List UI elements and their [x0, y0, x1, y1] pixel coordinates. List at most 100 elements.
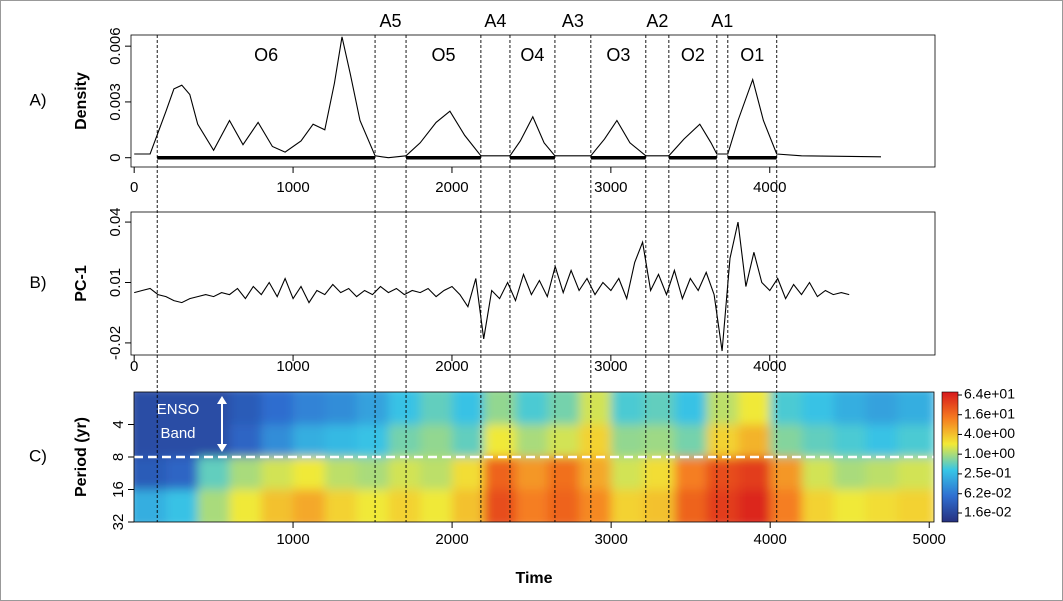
x-tick-label: 1000 [276, 358, 309, 375]
heatmap-cell [515, 424, 549, 458]
heatmap-cell [642, 457, 676, 490]
colorbar-label: 1.6e+01 [964, 405, 1015, 421]
band-label: Band [160, 425, 195, 442]
heatmap-cell [261, 392, 294, 425]
heatmap-cell [801, 489, 835, 522]
y-tick-label: 0.01 [107, 268, 124, 297]
plot-frame [130, 34, 936, 168]
heatmap-cell [706, 424, 739, 458]
x-tick-label: 2000 [435, 179, 468, 196]
heatmap-cell [674, 392, 708, 425]
x-tick-label: 4000 [753, 179, 786, 196]
colorbar-label: 6.2e-02 [964, 484, 1012, 500]
x-tick-label: 3000 [594, 531, 627, 548]
heatmap-cell [261, 424, 294, 458]
phase-label: A2 [646, 11, 668, 31]
phase-label: O3 [606, 45, 630, 65]
heatmap-cell [261, 489, 294, 522]
x-axis-label: Time [515, 570, 552, 587]
heatmap-cell [770, 392, 803, 425]
y-tick-label: 32 [110, 514, 127, 531]
colorbar-label: 2.5e-01 [964, 465, 1012, 481]
heatmap-cell [770, 457, 803, 490]
heatmap-cell [165, 489, 199, 522]
heatmap-cell [293, 392, 326, 425]
heatmap-cell [738, 457, 771, 490]
heatmap-cell [770, 424, 803, 458]
panel-label: A) [30, 90, 47, 109]
heatmap-cell [452, 457, 485, 490]
heatmap-cell [897, 489, 934, 522]
heatmap-cell [865, 489, 898, 522]
x-tick-label: 0 [130, 358, 138, 375]
heatmap-cell [801, 392, 835, 425]
heatmap-cell [833, 392, 867, 425]
heatmap-cell [229, 424, 262, 458]
heatmap-cell [388, 457, 421, 490]
x-tick-label: 0 [130, 179, 138, 196]
colorbar-label: 1.0e+00 [964, 445, 1015, 461]
heatmap-cell [738, 424, 771, 458]
heatmap-cell [229, 457, 262, 490]
plot-frame [130, 211, 936, 356]
y-tick-label: 4 [110, 420, 127, 428]
heatmap-cell [165, 392, 199, 425]
heatmap-cell [293, 424, 326, 458]
colorbar-label: 1.6e-02 [964, 504, 1012, 520]
heatmap-cell [674, 424, 708, 458]
heatmap-cell [611, 489, 644, 522]
heatmap-cell [420, 392, 453, 425]
heatmap-cell [611, 392, 644, 425]
heatmap-cell [833, 424, 867, 458]
heatmap-cell [833, 457, 867, 490]
heatmap-cell [356, 392, 389, 425]
heatmap-cell [706, 489, 739, 522]
heatmap-cell [197, 424, 230, 458]
heatmap-cell [483, 424, 517, 458]
heatmap-cell [738, 489, 771, 522]
heatmap-cell [197, 392, 230, 425]
y-tick-label: 0 [107, 154, 124, 162]
x-tick-label: 4000 [753, 531, 786, 548]
panel-label: C) [29, 446, 47, 465]
y-axis-label: Period (yr) [73, 417, 90, 497]
heatmap-cell [579, 424, 612, 458]
heatmap-cell [420, 457, 453, 490]
heatmap-cell [483, 489, 517, 522]
heatmap-cell [801, 424, 835, 458]
heatmap-cell [674, 457, 708, 490]
phase-label: A1 [711, 11, 733, 31]
y-tick-label: 16 [110, 481, 127, 498]
heatmap-cell [261, 457, 294, 490]
x-tick-label: 2000 [435, 531, 468, 548]
heatmap-cell [420, 424, 453, 458]
heatmap-cell [388, 489, 421, 522]
heatmap-cell [134, 457, 167, 490]
data-line [134, 36, 882, 159]
heatmap-cell [356, 489, 389, 522]
heatmap-cell [452, 489, 485, 522]
heatmap-cell [642, 392, 676, 425]
colorbar-label: 6.4e+01 [964, 386, 1015, 402]
heatmap-cell [293, 457, 326, 490]
y-tick-label: 0.04 [107, 207, 124, 236]
heatmap-cell [674, 489, 708, 522]
data-line [134, 221, 850, 352]
heatmap-cell [452, 424, 485, 458]
heatmap-cell [547, 424, 580, 458]
y-tick-label: 0.003 [107, 83, 124, 121]
heatmap-cell [547, 457, 580, 490]
heatmap-cell [452, 392, 485, 425]
heatmap-cell [579, 489, 612, 522]
band-label: ENSO [157, 401, 200, 418]
y-axis-label: PC-1 [73, 265, 90, 302]
heatmap-cell [801, 457, 835, 490]
heatmap-cell [134, 424, 167, 458]
phase-label: A3 [562, 11, 584, 31]
heatmap-cell [356, 424, 389, 458]
phase-label: O4 [520, 45, 544, 65]
y-axis-label: Density [73, 72, 90, 130]
y-tick-label: 8 [110, 453, 127, 461]
heatmap-cell [324, 424, 358, 458]
heatmap-cell [833, 489, 867, 522]
